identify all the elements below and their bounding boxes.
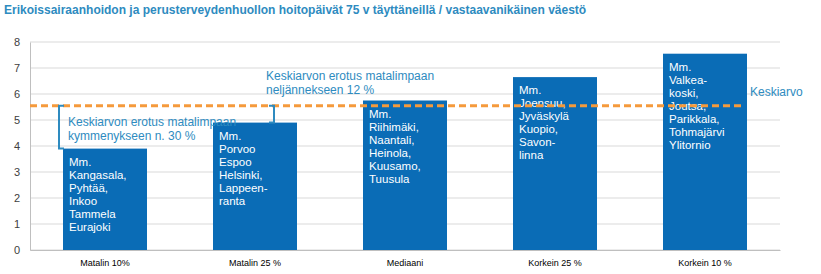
bar-text: Ylitornio [669,139,711,151]
bar-text: Eurajoki [69,221,111,233]
bar-text: Kuopio, [519,123,558,135]
bar-text: Valkea- [669,74,707,86]
tick: Korkein 10 % [678,250,732,268]
tick: 1 [14,218,30,230]
tick: Matalin 25 % [229,250,281,268]
tick: Mediaani [387,250,424,268]
bar [213,123,297,250]
bar-text: Tohmajärvi [669,126,725,138]
mean-label: Keskiarvo [750,85,803,99]
bar-text: Mm. [69,156,91,168]
annotation: neljännekseen 12 % [266,83,374,97]
tick-label: 6 [14,88,20,100]
tick: 4 [14,140,30,152]
y-axis: 0 1 2 3 4 5 6 7 8 [14,36,31,256]
grid [30,42,780,250]
bar-text: Mm. [669,61,691,73]
tick-label: 3 [14,166,20,178]
tick-label: 1 [14,218,20,230]
tick-label: Matalin 25 % [229,258,281,268]
tick-label: Korkein 10 % [678,258,732,268]
bars [63,54,747,250]
tick: 3 [14,166,30,178]
bar-text: Naantali, [369,134,414,146]
annotation: kymmenykseen n. 30 % [68,129,196,143]
tick: Korkein 25 % [528,250,582,268]
tick-label: 2 [14,192,20,204]
tick: 8 [14,36,30,48]
tick: 7 [14,62,30,74]
bar [513,77,597,250]
tick: 5 [14,114,30,126]
tick-label: 0 [14,244,20,256]
bar-text: linna [519,149,544,161]
grid-line [30,42,780,43]
chart: Erikoissairaanhoidon ja perusterveydenhu… [0,0,821,274]
tick-label: 7 [14,62,20,74]
bracket [269,106,274,123]
tick: Matalin 10% [80,250,130,268]
axis-line [31,250,781,251]
bar-text: Inkoo [69,195,97,207]
axis-line [30,43,31,251]
bar-text: koski, [669,87,698,99]
tick-label: Korkein 25 % [528,258,582,268]
bar [363,101,447,251]
bracket [59,106,64,149]
bar-text: Tuusula [369,173,410,185]
tick-label: 5 [14,114,20,126]
tick-label: Mediaani [387,258,424,268]
tick-label: 4 [14,140,20,152]
annotation: Keskiarvon erotus matalimpaan [68,115,236,129]
annotations: Keskiarvon erotus matalimpaankymmenyksee… [59,69,434,149]
bar-text: Pyhtää, [69,182,108,194]
bar [663,54,747,250]
tick: 0 [14,244,30,256]
title: Erikoissairaanhoidon ja perusterveydenhu… [4,3,586,17]
bar-text: Tammela [69,208,116,220]
tick: 2 [14,192,30,204]
bar-text: Porvoo [219,143,255,155]
bar-text: Heinola, [369,147,411,159]
tick-label: 8 [14,36,20,48]
bar-text: Mm. [519,84,541,96]
x-axis: Matalin 10% Matalin 25 % Mediaani Korkein 2… [31,250,781,268]
bar-text: Kuusamo, [369,160,421,172]
bar-text: Savon- [519,136,556,148]
bar-text: Mm. [369,108,391,120]
mean-line [30,104,745,107]
bar-text: Mm. [219,130,241,142]
bar-text: Riihimäki, [369,121,419,133]
bar-text: ranta [219,195,246,207]
bar-text: Espoo [219,156,252,168]
annotation: Keskiarvon erotus matalimpaan [266,69,434,83]
bar-text: Helsinki, [219,169,262,181]
bar-text: Parikkala, [669,113,720,125]
tick: 6 [14,88,30,100]
bar-text: Kangasala, [69,169,127,181]
bar-text: Jyväskylä [519,110,569,122]
bar-text: Lappeen- [219,182,268,194]
bar [63,149,147,250]
bar-text: Joensuu, [519,97,566,109]
bar-texts: Mm.Kangasala,Pyhtää,InkooTammelaEurajoki… [69,61,725,233]
tick-label: Matalin 10% [80,258,130,268]
